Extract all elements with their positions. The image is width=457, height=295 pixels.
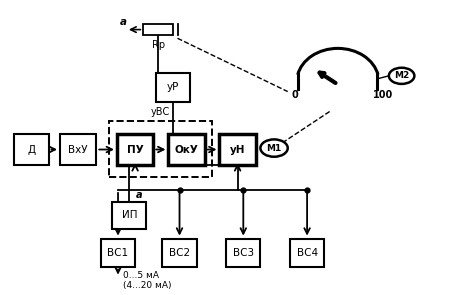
Text: уН: уН <box>230 145 245 155</box>
Text: ПУ: ПУ <box>127 145 143 155</box>
FancyBboxPatch shape <box>117 134 154 165</box>
Text: 100: 100 <box>373 90 393 100</box>
Circle shape <box>260 140 288 157</box>
Text: уВС: уВС <box>151 107 170 117</box>
Text: ВС1: ВС1 <box>107 248 128 258</box>
Text: ВС3: ВС3 <box>233 248 254 258</box>
Text: ВС4: ВС4 <box>297 248 318 258</box>
Text: Rр: Rр <box>152 40 165 50</box>
Text: 0: 0 <box>291 90 298 100</box>
FancyBboxPatch shape <box>143 24 173 35</box>
Text: М2: М2 <box>394 71 409 80</box>
Text: a: a <box>136 190 143 200</box>
Text: ВС2: ВС2 <box>169 248 190 258</box>
FancyBboxPatch shape <box>219 134 256 165</box>
FancyBboxPatch shape <box>101 239 135 267</box>
FancyBboxPatch shape <box>290 239 324 267</box>
Text: a: a <box>120 17 127 27</box>
FancyBboxPatch shape <box>14 134 48 165</box>
FancyBboxPatch shape <box>112 201 147 229</box>
FancyBboxPatch shape <box>162 239 197 267</box>
Text: уР: уР <box>166 82 179 92</box>
FancyBboxPatch shape <box>168 134 205 165</box>
Text: ВхУ: ВхУ <box>69 145 88 155</box>
FancyBboxPatch shape <box>226 239 260 267</box>
FancyBboxPatch shape <box>155 73 190 102</box>
Text: Д: Д <box>27 145 36 155</box>
Text: ИП: ИП <box>122 210 137 220</box>
Circle shape <box>389 68 414 84</box>
Text: ОкУ: ОкУ <box>175 145 198 155</box>
Text: 0...5 мА
(4...20 мА): 0...5 мА (4...20 мА) <box>122 271 171 290</box>
Text: М1: М1 <box>266 144 282 153</box>
FancyBboxPatch shape <box>60 134 96 165</box>
